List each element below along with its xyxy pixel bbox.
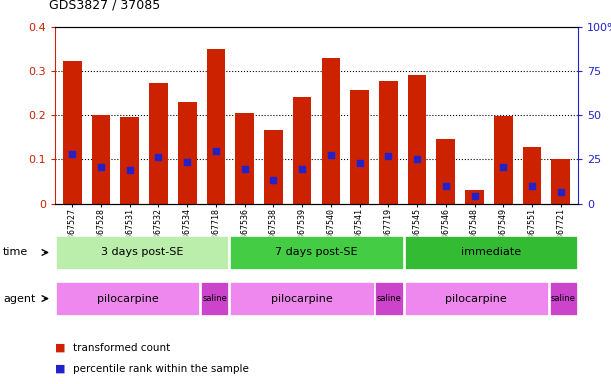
- Bar: [149, 83, 168, 204]
- Text: time: time: [3, 247, 28, 258]
- Bar: [264, 130, 283, 204]
- Bar: [404, 236, 577, 269]
- Point: [470, 192, 480, 199]
- Text: ■: ■: [55, 343, 65, 353]
- Bar: [201, 282, 229, 315]
- Text: percentile rank within the sample: percentile rank within the sample: [73, 364, 249, 374]
- Bar: [408, 75, 426, 204]
- Point: [211, 148, 221, 154]
- Text: pilocarpine: pilocarpine: [445, 293, 507, 304]
- Point: [412, 156, 422, 162]
- Bar: [230, 236, 403, 269]
- Point: [153, 154, 163, 160]
- Text: agent: agent: [3, 293, 35, 304]
- Point: [182, 159, 192, 166]
- Text: saline: saline: [377, 294, 401, 303]
- Point: [268, 177, 278, 183]
- Bar: [230, 282, 374, 315]
- Text: pilocarpine: pilocarpine: [97, 293, 158, 304]
- Text: saline: saline: [202, 294, 227, 303]
- Text: saline: saline: [551, 294, 576, 303]
- Text: immediate: immediate: [461, 247, 521, 258]
- Text: ■: ■: [55, 364, 65, 374]
- Bar: [235, 113, 254, 204]
- Bar: [522, 147, 541, 204]
- Point: [384, 153, 393, 159]
- Point: [67, 151, 77, 157]
- Bar: [56, 282, 199, 315]
- Bar: [350, 90, 369, 204]
- Bar: [465, 190, 484, 204]
- Bar: [207, 50, 225, 204]
- Bar: [550, 282, 577, 315]
- Point: [96, 164, 106, 170]
- Point: [326, 152, 336, 159]
- Text: transformed count: transformed count: [73, 343, 170, 353]
- Bar: [56, 236, 229, 269]
- Bar: [379, 81, 398, 204]
- Point: [355, 160, 365, 166]
- Text: GDS3827 / 37085: GDS3827 / 37085: [49, 0, 160, 12]
- Text: pilocarpine: pilocarpine: [271, 293, 333, 304]
- Bar: [293, 97, 312, 204]
- Point: [441, 183, 451, 189]
- Bar: [376, 282, 403, 315]
- Bar: [92, 115, 111, 204]
- Bar: [551, 159, 570, 204]
- Point: [297, 166, 307, 172]
- Text: 3 days post-SE: 3 days post-SE: [101, 247, 183, 258]
- Point: [499, 164, 508, 170]
- Point: [527, 183, 537, 189]
- Bar: [404, 282, 548, 315]
- Bar: [178, 102, 197, 204]
- Bar: [120, 116, 139, 204]
- Point: [240, 166, 249, 172]
- Point: [125, 167, 134, 174]
- Bar: [63, 61, 82, 204]
- Bar: [436, 139, 455, 204]
- Text: 7 days post-SE: 7 days post-SE: [275, 247, 358, 258]
- Bar: [321, 58, 340, 204]
- Bar: [494, 116, 513, 204]
- Point: [556, 189, 566, 195]
